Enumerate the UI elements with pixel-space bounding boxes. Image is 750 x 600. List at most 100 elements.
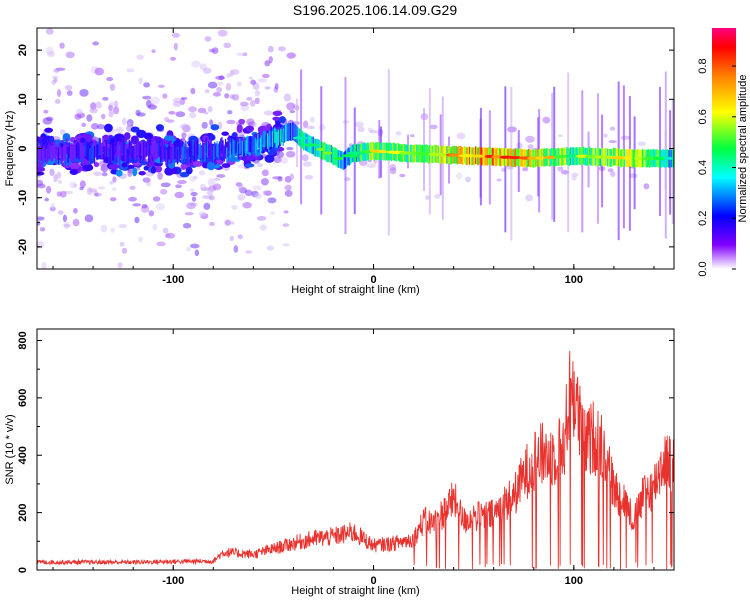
spectrogram-heatmap [37, 28, 674, 269]
noise-blob [542, 116, 551, 124]
noise-blob [609, 126, 616, 131]
ridge-cell [102, 136, 104, 152]
noise-blob [90, 66, 100, 74]
noise-blob [207, 81, 218, 89]
noise-blob [134, 216, 140, 224]
ridge-cell [217, 143, 219, 160]
ridge-cell [145, 141, 147, 158]
ridge-cell [242, 141, 245, 158]
noise-blob [226, 119, 236, 125]
x-tick-label: 100 [565, 274, 583, 286]
noise-blob [209, 222, 215, 226]
ridge-core [633, 156, 644, 160]
noise-blob [186, 202, 196, 210]
ridge-cell [305, 133, 307, 151]
noise-blob [118, 223, 127, 229]
noise-blob [429, 124, 438, 130]
colorbar-tick-label: 0.4 [697, 160, 709, 175]
scatter-blob [246, 155, 256, 161]
noise-blob [283, 93, 291, 102]
noise-blob [95, 101, 102, 109]
ridge-cell [176, 148, 179, 165]
ridge-cell [68, 142, 70, 159]
scatter-blob [154, 165, 163, 173]
colorbar-tick-label: 0.0 [697, 261, 709, 276]
scatter-blob [221, 131, 229, 136]
noise-blob [126, 68, 135, 73]
noise-blob [173, 42, 178, 51]
ridge-cell [301, 130, 304, 149]
noise-blob [262, 190, 268, 196]
ridge-cell [346, 149, 348, 167]
spectrogram-x-axis-label: Height of straight line (km) [291, 284, 419, 296]
scatter-blob [132, 167, 138, 177]
noise-blob [248, 76, 254, 80]
noise-blob [246, 118, 255, 126]
noise-blob [53, 78, 58, 83]
x-tick-label: 0 [370, 575, 376, 587]
noise-blob [249, 99, 256, 107]
colorbar-gradient [712, 28, 736, 269]
scatter-blob [264, 154, 275, 163]
ridge-cell [210, 140, 212, 157]
ridge-cell [43, 144, 45, 161]
noise-blob [198, 211, 207, 217]
ridge-cell [260, 135, 263, 152]
ridge-cell [343, 151, 346, 170]
ridge-cell [239, 138, 241, 155]
ridge-cell [107, 140, 109, 157]
noise-blob [62, 214, 68, 223]
ridge-cell [297, 126, 299, 145]
ridge-cell [178, 147, 180, 163]
ridge-cell [72, 144, 74, 161]
ridge-cell [140, 140, 143, 156]
noise-blob [267, 197, 277, 204]
noise-blob [525, 135, 535, 143]
scatter-blob [244, 163, 255, 168]
noise-blob [608, 140, 617, 144]
ridge-cell [57, 148, 60, 165]
noise-blob [63, 223, 71, 228]
noise-blob [264, 60, 271, 67]
y-tick-label: 0 [17, 145, 29, 151]
noise-blob [274, 82, 279, 90]
noise-blob [261, 73, 270, 79]
noise-blob [138, 236, 143, 243]
ridge-cell [262, 131, 264, 148]
noise-blob [216, 174, 226, 178]
noise-blob [147, 104, 158, 110]
scatter-blob [264, 126, 270, 131]
noise-blob [164, 233, 171, 238]
noise-blob [276, 151, 285, 158]
noise-blob [175, 111, 186, 118]
ridge-cell [126, 148, 128, 165]
x-tick-label: -100 [162, 274, 184, 286]
ridge-cell [631, 149, 633, 168]
noise-blob [74, 113, 82, 120]
noise-blob [164, 116, 170, 122]
noise-blob [63, 221, 70, 230]
noise-blob [229, 94, 236, 100]
noise-blob [127, 169, 133, 177]
noise-blob [231, 204, 238, 210]
noise-blob [165, 232, 176, 239]
ridge-cell [60, 146, 62, 163]
noise-blob [254, 192, 262, 200]
noise-blob [571, 172, 579, 178]
ridge-cell [91, 143, 93, 160]
ridge-cell [218, 141, 221, 157]
noise-blob [64, 85, 73, 91]
noise-blob [51, 80, 56, 86]
ridge-cell [333, 147, 335, 166]
ridge-cell [47, 145, 49, 162]
noise-blob [150, 103, 155, 109]
noise-blob [181, 96, 188, 101]
ridge-cell [204, 144, 206, 161]
noise-blob [108, 104, 113, 112]
scatter-blob [130, 135, 140, 145]
noise-blob [37, 216, 45, 221]
ridge-cell [175, 146, 177, 163]
noise-blob [109, 180, 114, 185]
ridge-cell [150, 145, 152, 162]
